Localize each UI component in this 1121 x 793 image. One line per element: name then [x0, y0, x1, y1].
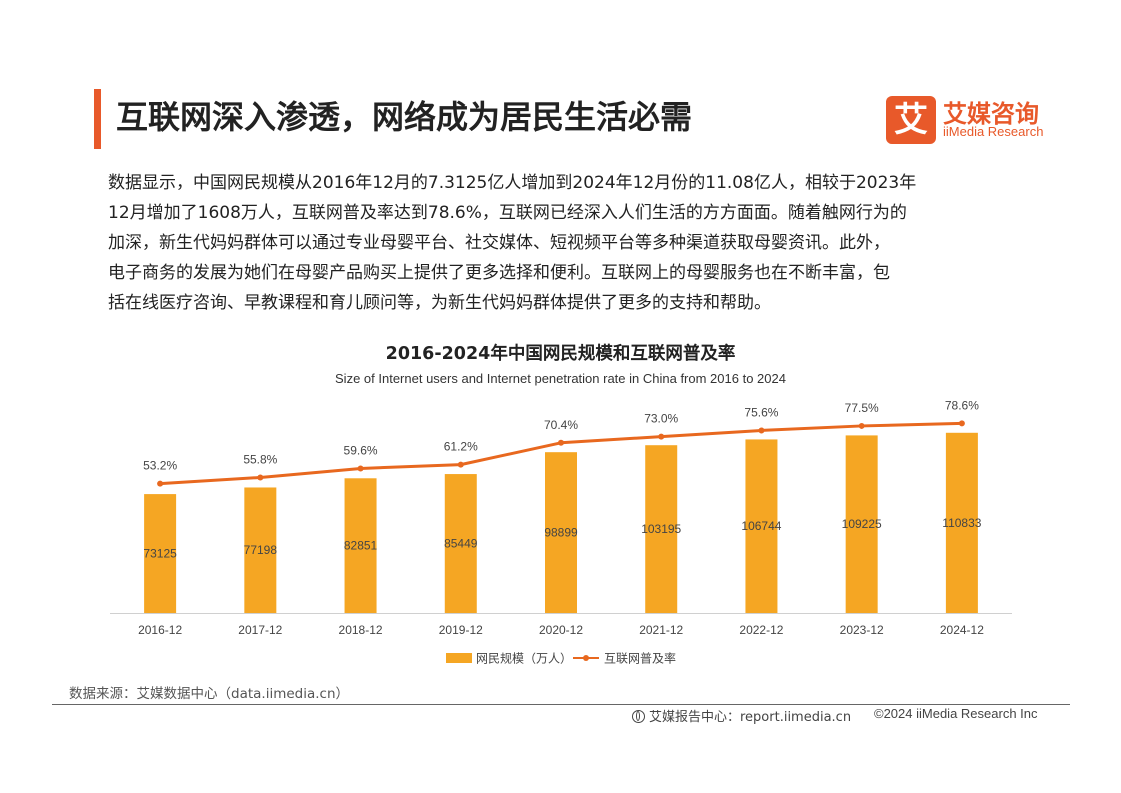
bar [845, 435, 878, 613]
bar-value-label: 85449 [444, 537, 478, 551]
globe-icon [632, 710, 645, 723]
line-point [257, 474, 264, 481]
legend-bar-swatch [446, 653, 472, 663]
bar-value-label: 77198 [244, 543, 278, 557]
line-point [558, 439, 564, 446]
logo-mark: 艾 [886, 96, 936, 144]
x-tick-label: 2023-12 [840, 623, 884, 637]
bar [745, 439, 778, 613]
title-accent-bar [94, 89, 101, 149]
line-value-label: 77.5% [845, 401, 879, 415]
data-source: 数据来源：艾媒数据中心（data.iimedia.cn） [69, 686, 350, 702]
bar [244, 487, 277, 613]
bar-value-label: 109225 [842, 517, 882, 531]
line-value-label: 55.8% [243, 452, 277, 466]
bar-value-label: 82851 [344, 539, 378, 553]
bar-value-label: 110833 [942, 516, 981, 530]
bar-value-label: 103195 [641, 522, 681, 536]
summary-paragraph: 数据显示，中国网民规模从2016年12月的7.3125亿人增加到2024年12月… [108, 168, 1008, 318]
line-value-label: 75.6% [744, 405, 778, 419]
line-point [958, 420, 965, 427]
bar [444, 474, 477, 613]
bar-value-label: 98899 [544, 526, 578, 540]
line-point [457, 461, 464, 468]
footer-divider [52, 704, 1070, 705]
x-tick-label: 2022-12 [739, 623, 783, 637]
line-value-label: 73.0% [644, 412, 678, 426]
chart-title: 2016-2024年中国网民规模和互联网普及率 [385, 344, 736, 364]
brand-logo: 艾 艾媒咨询 iiMedia Research [886, 96, 1056, 146]
line-point [858, 422, 865, 429]
line-value-label: 70.4% [544, 418, 578, 432]
x-tick-label: 2020-12 [539, 623, 583, 637]
line-point [157, 480, 164, 487]
paragraph-line: 加深，新生代妈妈群体可以通过专业母婴平台、社交媒体、短视频平台等多种渠道获取母婴… [108, 233, 890, 253]
legend-line-label: 互联网普及率 [604, 651, 676, 666]
bar [344, 478, 377, 613]
paragraph-line: 括在线医疗咨询、早教课程和育儿顾问等，为新生代妈妈群体提供了更多的支持和帮助。 [108, 293, 771, 313]
legend-bar-label: 网民规模（万人） [476, 651, 572, 666]
legend-line-marker [583, 655, 589, 661]
x-tick-label: 2019-12 [439, 623, 483, 637]
bar-value-label: 106744 [741, 519, 781, 533]
footer-report-link[interactable]: 艾媒报告中心：report.iimedia.cn [632, 706, 851, 725]
x-tick-label: 2024-12 [940, 623, 984, 637]
bar [645, 445, 678, 613]
line-point [357, 465, 364, 472]
line-point [658, 433, 665, 440]
footer-copyright: ©2024 iiMedia Research Inc [874, 706, 1038, 721]
bar [545, 452, 577, 613]
x-tick-label: 2017-12 [238, 623, 282, 637]
line-value-label: 78.6% [945, 398, 979, 412]
bar-value-label: 73125 [143, 547, 177, 561]
page-title: 互联网深入渗透，网络成为居民生活必需 [116, 98, 693, 136]
line-value-label: 53.2% [143, 459, 177, 473]
x-tick-label: 2016-12 [138, 623, 182, 637]
chart-subtitle: Size of Internet users and Internet pene… [335, 371, 786, 386]
footer-report-text: 艾媒报告中心：report.iimedia.cn [649, 710, 852, 725]
line-point [758, 427, 765, 434]
bar [945, 432, 978, 613]
paragraph-line: 数据显示，中国网民规模从2016年12月的7.3125亿人增加到2024年12月… [108, 173, 917, 193]
paragraph-line: 12月增加了1608万人，互联网普及率达到78.6%，互联网已经深入人们生活的方… [108, 203, 907, 223]
line-value-label: 61.2% [444, 440, 478, 454]
logo-text-cn: 艾媒咨询 [943, 100, 1039, 128]
x-tick-label: 2021-12 [639, 623, 683, 637]
bar [144, 494, 177, 613]
line-value-label: 59.6% [344, 443, 378, 457]
x-tick-label: 2018-12 [339, 623, 383, 637]
logo-text-en: iiMedia Research [943, 124, 1044, 139]
paragraph-line: 电子商务的发展为她们在母婴产品购买上提供了更多选择和便利。互联网上的母婴服务也在… [108, 263, 890, 283]
